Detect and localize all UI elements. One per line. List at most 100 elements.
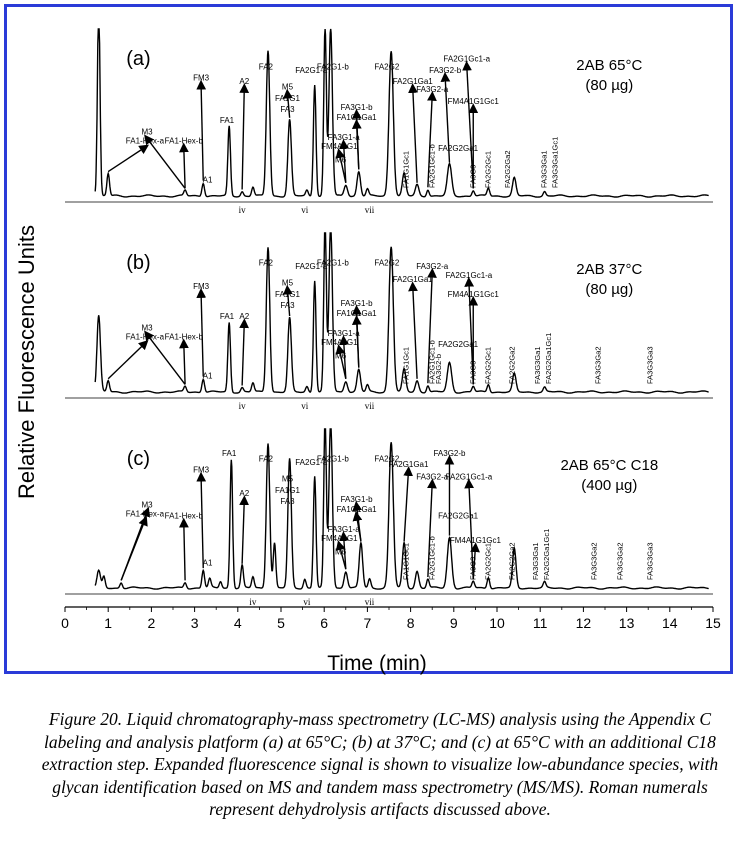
peak-label-vertical: FA2G2Gc1 xyxy=(484,347,493,384)
label-arrow xyxy=(408,281,418,379)
artifact-numeral: iv xyxy=(239,205,247,215)
x-tick-label: 13 xyxy=(619,615,635,631)
figure-caption: Figure 20. Liquid chromatography-mass sp… xyxy=(41,709,719,819)
label-arrow xyxy=(335,148,347,183)
peak-label: FA2G1Gc1-a xyxy=(446,472,493,481)
peak-label: FA3G1-b xyxy=(341,495,374,504)
peak-label-vertical: FA2G1Gc1-b xyxy=(427,340,436,384)
peak-label-vertical: FA2G2Ga1Gc1 xyxy=(544,333,553,384)
peak-label: FA3 xyxy=(280,105,295,114)
peak-label: M5 xyxy=(282,83,294,92)
label-arrow xyxy=(351,314,362,368)
x-tick-label: 5 xyxy=(277,615,285,631)
peak-label: FA2 xyxy=(259,62,274,71)
peak-label-vertical: FA3G3Ga3 xyxy=(646,542,655,580)
label-arrow xyxy=(283,88,293,118)
peak-label: FA2G1Gc1-a xyxy=(446,271,493,280)
peak-label: FA3G1-a xyxy=(328,133,361,142)
panel-tag-c: (c) xyxy=(127,448,150,470)
peak-label: FA2G2Ga1 xyxy=(438,144,479,153)
label-arrow xyxy=(239,83,250,190)
peak-label: FA2 xyxy=(259,258,274,267)
peak-label-vertical: FA2G2Ga2 xyxy=(503,150,512,188)
peak-label: FM4A1G1 xyxy=(321,142,358,151)
peak-label: A2 xyxy=(239,312,249,321)
x-tick-label: 7 xyxy=(364,615,372,631)
peak-label-vertical: FA2G1Gc1-b xyxy=(427,536,436,580)
peak-label-vertical: FA2G2Gc1 xyxy=(484,151,493,188)
peak-label-vertical: FA3G2-b xyxy=(434,354,443,384)
figure-frame: (a) 2AB 65°C (80 µg) M3 FA1-Hex-a FA1-Hex-b FM… xyxy=(4,4,733,675)
artifact-numeral: vii xyxy=(365,597,375,607)
label-arrow xyxy=(179,142,189,189)
x-tick-label: 3 xyxy=(191,615,199,631)
peak-label: FA3 xyxy=(280,497,295,506)
x-tick-label: 12 xyxy=(576,615,592,631)
label-arrow xyxy=(408,83,418,183)
label-arrow xyxy=(351,118,362,170)
peak-label: FA2G1Gc1-a xyxy=(443,55,490,64)
x-tick-label: 4 xyxy=(234,615,242,631)
peak-label-vertical: FA2G2Ga2 xyxy=(507,542,516,580)
label-arrow xyxy=(239,495,250,564)
peak-label: FA2G1-a xyxy=(295,262,328,271)
peak-label: FA1-Hex-a xyxy=(126,332,165,341)
peak-label-vertical: FA1G1Gc1 xyxy=(401,151,410,188)
panel-amount-c: (400 µg) xyxy=(581,477,637,494)
panel-tag-b: (b) xyxy=(126,252,150,274)
peak-label-vertical: FA2G2Ga2 xyxy=(507,346,516,384)
peak-label-vertical: FA3G3Ga1Gc1 xyxy=(550,137,559,188)
peak-label: FM3 xyxy=(193,282,210,291)
peak-label: FA1-Hex-b xyxy=(165,136,204,145)
artifact-numeral: vii xyxy=(365,205,375,215)
x-tick-label: 10 xyxy=(489,615,505,631)
trace-line-b xyxy=(94,232,709,394)
x-tick-label: 8 xyxy=(407,615,415,631)
peak-label: M5 xyxy=(282,279,294,288)
peak-label-vertical: FA1G1Gc1 xyxy=(401,543,410,580)
peak-label-vertical: FA2G2Gc1 xyxy=(484,543,493,580)
label-arrow xyxy=(179,517,189,581)
peak-label: M3 xyxy=(142,127,154,136)
peak-label: FM4A1G1 xyxy=(321,534,358,543)
peak-label: A1 xyxy=(203,372,213,381)
artifact-numeral: iv xyxy=(249,597,257,607)
peak-label: FA2 xyxy=(259,454,274,463)
peak-label: FM4A1G1Gc1 xyxy=(450,536,502,545)
peak-label: FA2G1Ga1 xyxy=(393,275,434,284)
peak-label: FA1 xyxy=(220,116,235,125)
peak-label: M5 xyxy=(282,475,294,484)
trace-line-c xyxy=(94,428,709,590)
peak-label: FA3G2-a xyxy=(416,85,449,94)
peak-label: FA2G1Ga1 xyxy=(393,77,434,86)
peak-label-vertical: FA2G2Ga1Gc1 xyxy=(542,529,551,580)
peak-label: FA2G1-a xyxy=(295,66,328,75)
trace-line-a xyxy=(94,28,709,198)
label-arrow xyxy=(239,318,250,386)
label-arrow xyxy=(427,90,437,188)
peak-label: FM3 xyxy=(193,74,210,83)
x-tick-label: 11 xyxy=(533,615,548,631)
x-tick-label: 2 xyxy=(148,615,156,631)
peak-label: FA3G1-a xyxy=(328,329,361,338)
label-arrow xyxy=(282,284,293,317)
label-arrow xyxy=(470,542,480,580)
peak-label: FA3G2-a xyxy=(416,472,449,481)
peak-label: FA1 xyxy=(220,312,235,321)
peak-label: FA3G2-b xyxy=(429,66,462,75)
label-arrow xyxy=(196,288,207,377)
peak-label: A2 xyxy=(239,77,249,86)
label-arrow xyxy=(144,330,186,385)
peak-label: FA3G2-b xyxy=(433,449,466,458)
label-arrow xyxy=(107,339,149,380)
label-arrow xyxy=(440,71,451,163)
label-arrow xyxy=(403,466,414,542)
label-arrow xyxy=(196,471,207,569)
peak-label: FA2G2 xyxy=(374,62,399,71)
x-tick-label: 15 xyxy=(705,615,721,631)
peak-label: FA2G2Ga1 xyxy=(438,340,479,349)
peak-label-vertical: FA3G3Ga1 xyxy=(531,542,540,580)
peak-label: FM3 xyxy=(193,466,210,475)
peak-label: FA3 xyxy=(280,301,295,310)
label-arrow xyxy=(107,144,150,173)
